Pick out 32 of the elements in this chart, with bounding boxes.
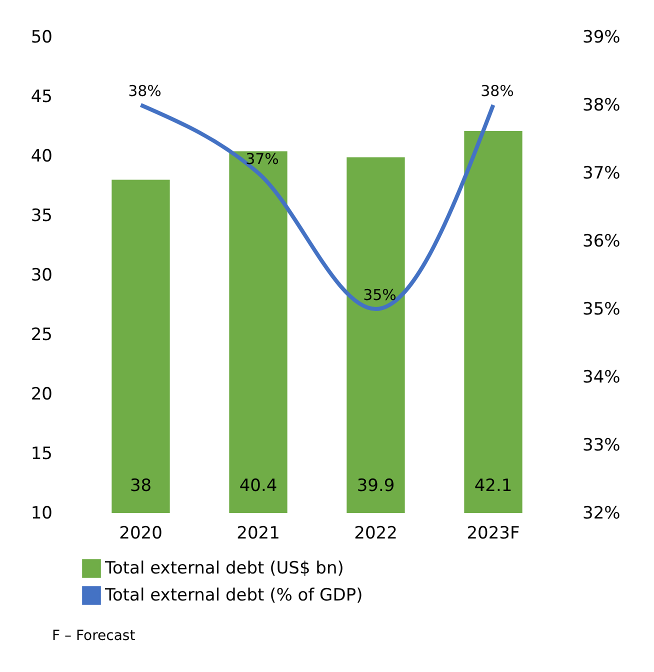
data-label: 39.9 (356, 476, 395, 496)
y2-tick-label: 36% (582, 232, 620, 252)
y2-tick-label: 33% (582, 436, 620, 456)
y-tick-label: 25 (30, 325, 52, 345)
y-tick-label: 15 (30, 444, 52, 464)
y2-tick-label: 37% (582, 164, 620, 184)
x-tick-label: 2021 (236, 524, 280, 544)
legend-label: Total external debt (% of GDP) (104, 586, 363, 606)
data-label: 40.4 (239, 476, 278, 496)
y2-tick-label: 32% (582, 504, 620, 524)
y2-tick-label: 38% (582, 96, 620, 116)
x-tick-label: 2023F (466, 524, 520, 544)
y-tick-label: 50 (30, 28, 52, 48)
y-tick-label: 20 (30, 384, 52, 404)
y-tick-label: 30 (30, 266, 52, 286)
data-label: 38% (480, 82, 514, 100)
y-tick-label: 35 (30, 206, 52, 226)
data-label: 37% (246, 150, 279, 168)
y2-tick-label: 35% (582, 300, 620, 320)
y2-tick-label: 39% (582, 28, 620, 48)
text: F – Forecast (52, 628, 136, 644)
y-tick-label: 10 (30, 504, 52, 524)
data-label: 38 (130, 476, 152, 496)
y-tick-label: 45 (30, 87, 52, 107)
data-label: 38% (128, 82, 162, 100)
y2-tick-label: 34% (582, 368, 620, 388)
x-tick-label: 2020 (119, 524, 162, 544)
legend-label: Total external debt (US$ bn) (104, 558, 344, 578)
data-label: 42.1 (474, 476, 512, 496)
y-tick-label: 40 (30, 146, 52, 166)
data-label: 35% (363, 286, 396, 304)
x-tick-label: 2022 (354, 524, 398, 544)
